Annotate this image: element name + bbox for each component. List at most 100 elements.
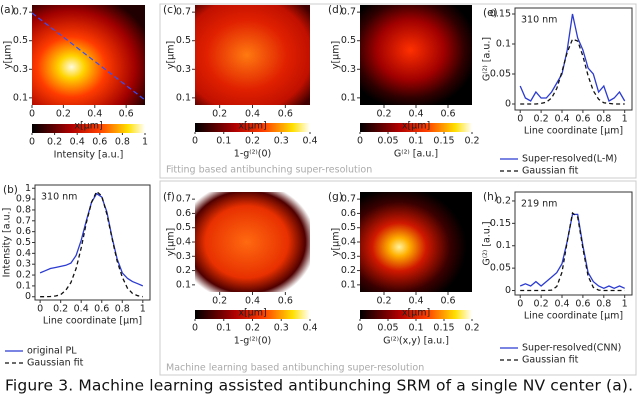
x-tick-label: 0.2: [212, 296, 227, 307]
y-tick-label: 0.3: [341, 251, 356, 262]
y-tick-label: 0.4: [16, 248, 31, 259]
x-tick-label: 0.4: [554, 299, 569, 310]
x-axis-label: x[μm]: [74, 121, 102, 132]
x-tick-label: 1: [622, 114, 628, 125]
colorbar-tick-label: 0.05: [377, 323, 398, 334]
group-box: [159, 3, 637, 179]
x-tick-label: 0: [37, 304, 43, 315]
x-tick-label: 0.2: [534, 114, 549, 125]
y-tick-label: 0.2: [341, 265, 356, 276]
x-tick-label: 0: [517, 299, 523, 310]
y-tick-label: 0: [505, 285, 511, 296]
heatmap-image: [32, 5, 145, 105]
y-tick-label: 0.6: [176, 208, 191, 219]
series-line: [519, 13, 626, 102]
y-tick-label: 0.8: [16, 204, 31, 215]
legend-label: Gaussian fit: [522, 355, 579, 366]
y-tick-label: 0.3: [13, 64, 28, 75]
y-tick-label: 0.5: [341, 222, 356, 233]
x-axis-label: x[μm]: [238, 121, 266, 132]
heatmap-image: [195, 192, 310, 292]
colorbar-tick-label: 0.2: [245, 323, 260, 334]
y-tick-label: 0.1: [176, 92, 191, 103]
y-tick-label: 0.1: [341, 279, 356, 290]
y-tick-label: 0.3: [176, 251, 191, 262]
colorbar-tick-label: 0.8: [115, 137, 130, 148]
x-tick-label: 0.6: [575, 114, 590, 125]
legend-label: Super-resolved(CNN): [522, 343, 621, 354]
colorbar-tick-label: 0: [192, 323, 198, 334]
x-tick-label: 0.8: [596, 299, 611, 310]
y-tick-label: 0.7: [16, 215, 31, 226]
y-tick-label: 0.15: [490, 9, 511, 20]
y-tick-label: 0.3: [16, 259, 31, 270]
y-tick-label: 0.7: [341, 7, 356, 18]
y-tick-label: 0: [25, 291, 31, 302]
y-tick-label: 0.05: [490, 263, 511, 274]
colorbar-tick-label: 0.4: [302, 136, 317, 147]
colorbar-tick-label: 0.2: [464, 323, 479, 334]
legend-label: Gaussian fit: [522, 166, 579, 177]
colorbar: [360, 123, 472, 132]
series-line: [519, 213, 625, 290]
y-tick-label: 0.3: [176, 64, 191, 75]
annotation: 310 nm: [41, 192, 77, 203]
x-tick-label: 0.2: [376, 109, 391, 120]
y-axis-label: y[μm]: [331, 41, 342, 69]
colorbar: [360, 310, 472, 319]
x-axis-label: Line coordinate [μm]: [43, 316, 142, 327]
x-tick-label: 0.4: [74, 304, 89, 315]
y-tick-label: 1: [25, 183, 31, 194]
y-tick-label: 0.5: [16, 237, 31, 248]
x-tick-label: 0.2: [376, 296, 391, 307]
y-tick-label: 0.7: [13, 7, 28, 18]
y-tick-label: 0.1: [496, 240, 511, 251]
colorbar-tick-label: 0.2: [464, 136, 479, 147]
y-tick-label: 0.5: [176, 222, 191, 233]
colorbar: [195, 310, 310, 319]
x-tick-label: 0: [29, 109, 35, 120]
x-tick-label: 0.6: [440, 109, 455, 120]
colorbar: [195, 123, 310, 132]
group-label: Fitting based antibunching super-resolut…: [166, 165, 372, 176]
x-tick-label: 0.4: [408, 109, 423, 120]
colorbar-label: Intensity [a.u.]: [54, 150, 124, 161]
y-axis-label: y[μm]: [166, 41, 177, 69]
plot-frame: [514, 191, 633, 296]
colorbar-label: G⁽²⁾(x,y) [a.u.]: [383, 336, 449, 347]
y-tick-label: 0: [505, 99, 511, 110]
x-tick-label: 0.6: [440, 296, 455, 307]
y-tick-label: 0.2: [16, 270, 31, 281]
x-tick-label: 0.6: [119, 109, 134, 120]
y-tick-label: 0.4: [176, 237, 191, 248]
y-tick-label: 0.2: [496, 195, 511, 206]
x-tick-label: 0.2: [53, 304, 68, 315]
y-tick-label: 0.6: [16, 226, 31, 237]
y-tick-label: 0.3: [341, 64, 356, 75]
y-tick-label: 0.4: [341, 237, 356, 248]
y-axis-label: G⁽²⁾ [a.u.]: [482, 221, 493, 265]
x-tick-label: 0.6: [94, 304, 109, 315]
colorbar-tick-label: 0.3: [274, 323, 289, 334]
y-tick-label: 0.1: [496, 39, 511, 50]
y-tick-label: 0.9: [16, 194, 31, 205]
colorbar-tick-label: 0.1: [216, 136, 231, 147]
x-tick-label: 0.2: [212, 109, 227, 120]
y-tick-label: 0.05: [490, 69, 511, 80]
y-tick-label: 0.7: [176, 194, 191, 205]
colorbar-tick-label: 0.15: [433, 136, 454, 147]
colorbar-tick-label: 0: [357, 323, 363, 334]
y-tick-label: 0.7: [341, 194, 356, 205]
y-tick-label: 0.5: [341, 35, 356, 46]
group-box: [159, 180, 637, 376]
panel-label: (c): [163, 4, 177, 16]
x-axis-label: Line coordinate [μm]: [524, 311, 623, 322]
heatmap-image: [195, 5, 310, 105]
colorbar-tick-label: 1: [142, 137, 148, 148]
series-line: [39, 192, 144, 287]
x-tick-label: 0.2: [56, 109, 71, 120]
y-tick-label: 0.15: [490, 218, 511, 229]
colorbar-tick-label: 0.1: [216, 323, 231, 334]
x-tick-label: 0.6: [278, 296, 293, 307]
panel-label: (e): [483, 7, 498, 19]
